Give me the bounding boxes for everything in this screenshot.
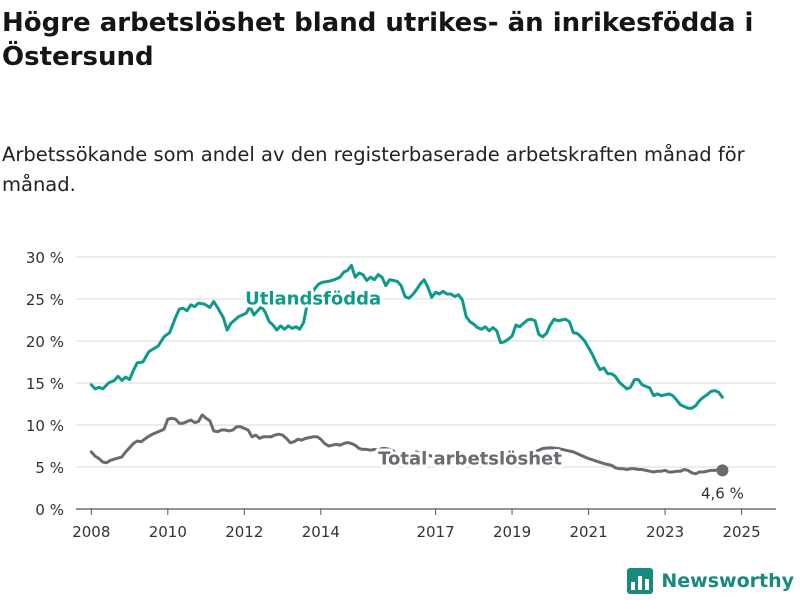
y-tick-label: 30 % — [26, 249, 64, 267]
series-lines — [89, 263, 724, 476]
x-tick-label: 2008 — [72, 523, 110, 541]
y-tick-label: 0 % — [35, 501, 64, 519]
series-line-1 — [89, 413, 724, 476]
y-axis-tick-labels: 0 % 5 % 10 % 15 % 20 % 25 % 30 % — [26, 249, 64, 519]
series-line-0 — [89, 263, 724, 410]
page-subtitle: Arbetssökande som andel av den registerb… — [2, 143, 745, 196]
end-value-label: 4,6 % — [701, 484, 744, 502]
x-tick-label: 2012 — [225, 523, 263, 541]
newsworthy-logo-icon — [627, 568, 654, 594]
line-chart: 0 %5 %10 %15 %20 %25 %30 % 2008 2010 2012 2… — [26, 249, 776, 541]
series-label: Utlandsfödda — [245, 289, 381, 310]
x-tick-label: 2014 — [302, 523, 340, 541]
x-tick-label: 2017 — [416, 523, 454, 541]
x-tick-label: 2023 — [646, 523, 684, 541]
x-tick-label: 2025 — [722, 523, 760, 541]
x-tick-label: 2010 — [149, 523, 187, 541]
brand-logo: Newsworthy — [627, 568, 794, 594]
y-tick-label: 25 % — [26, 291, 64, 309]
brand-name: Newsworthy — [661, 570, 794, 592]
y-tick-label: 20 % — [26, 333, 64, 351]
chart-annotations: Utlandsfödda Total arbetslöshet 4,6 % — [242, 286, 744, 503]
end-point-marker — [716, 464, 729, 477]
y-tick-label: 10 % — [26, 417, 64, 435]
x-axis-ticks: 2008 2010 2012 2014 2017 2019 2021 2023 2025 — [72, 509, 761, 541]
page-title: Högre arbetslöshet bland utrikes- än inr… — [2, 8, 754, 72]
y-tick-label: 5 % — [35, 459, 64, 477]
y-tick-label: 15 % — [26, 375, 64, 393]
grid-lines — [76, 256, 776, 510]
x-tick-label: 2021 — [569, 523, 607, 541]
series-label: Total arbetslöshet — [378, 449, 562, 470]
x-tick-label: 2019 — [493, 523, 531, 541]
